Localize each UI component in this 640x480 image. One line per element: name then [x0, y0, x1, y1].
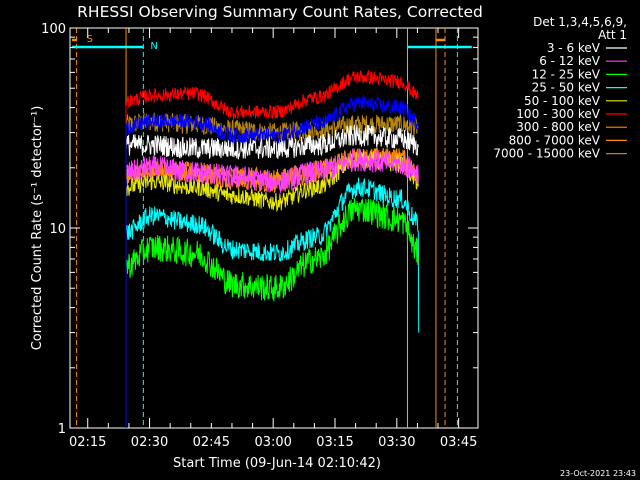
series-100-300-kev-line	[125, 69, 419, 428]
flag-bars: SN	[72, 34, 472, 52]
chart-title: RHESSI Observing Summary Count Rates, Co…	[77, 3, 483, 21]
series-3-6-kev-line	[125, 124, 419, 428]
y-tick-label: 1	[58, 422, 66, 437]
legend-label: 12 - 25 keV	[532, 67, 601, 81]
legend-label: 50 - 100 keV	[524, 94, 601, 108]
y-axis-label: Corrected Count Rate (s⁻¹ detector⁻¹)	[30, 106, 45, 351]
y-tick-label: 100	[41, 22, 66, 37]
flag-label: S	[87, 34, 93, 45]
x-axis-label: Start Time (09-Jun-14 02:10:42)	[173, 456, 381, 471]
legend-label: 100 - 300 keV	[516, 107, 600, 121]
footer-timestamp: 23-Oct-2021 23:43	[560, 469, 636, 478]
x-tick-label: 02:15	[69, 435, 106, 450]
x-tick-label: 03:15	[316, 435, 353, 450]
x-tick-label: 02:45	[193, 435, 230, 450]
legend-label: 300 - 800 keV	[516, 120, 600, 134]
series-12-25-kev-line	[125, 198, 419, 428]
series-blue-trace-line	[125, 96, 419, 428]
flag-label: N	[150, 41, 157, 52]
legend-label: 3 - 6 keV	[547, 41, 601, 55]
data-series	[125, 69, 420, 428]
x-ticks: 02:15 02:30 02:45 03:00 03:15 03:30 03:45	[69, 28, 477, 450]
x-tick-label: 03:30	[378, 435, 415, 450]
legend-label: 6 - 12 keV	[539, 54, 601, 68]
y-ticks: 1 10 100	[41, 22, 478, 437]
x-tick-label: 02:30	[131, 435, 168, 450]
legend-header-line-1: Det 1,3,4,5,6,9,	[533, 15, 627, 29]
legend-label: 7000 - 15000 keV	[493, 147, 600, 161]
series-25-50-kev-line	[125, 177, 420, 428]
legend-header-line-2: Att 1	[598, 28, 627, 42]
x-tick-label: 03:45	[440, 435, 477, 450]
x-tick-label: 03:00	[254, 435, 291, 450]
legend-label: 800 - 7000 keV	[509, 133, 601, 147]
y-tick-label: 10	[49, 222, 66, 237]
legend-label: 25 - 50 keV	[532, 81, 601, 95]
series-6-12-kev-line	[125, 148, 419, 428]
